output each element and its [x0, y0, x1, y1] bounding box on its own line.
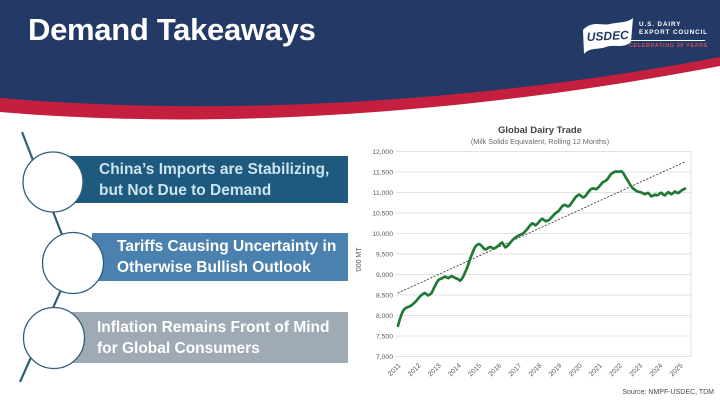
x-tick-label: 2016	[487, 362, 503, 378]
y-tick-label: 10,500	[372, 210, 393, 217]
y-tick-label: 10,000	[372, 231, 393, 238]
y-tick-label: 9,000	[376, 272, 393, 279]
header-navy-band	[0, 0, 720, 107]
chart-y-axis-label: '000 MT	[356, 247, 363, 273]
global-dairy-trade-chart: Global Dairy Trade (Milk Solids Equivale…	[350, 110, 720, 405]
y-tick-label: 8,000	[376, 313, 393, 320]
takeaway-text-1: China’s Imports are Stabilizing, but Not…	[99, 160, 330, 199]
usdec-acronym: USDEC	[586, 28, 629, 44]
y-tick-label: 11,000	[373, 190, 394, 197]
x-tick-label: 2015	[467, 362, 483, 378]
x-tick-label: 2023	[628, 362, 644, 378]
logo-org-line2: EXPORT COUNCIL	[639, 29, 708, 36]
takeaway-box-tariffs: Tariffs Causing Uncertainty in Otherwise…	[92, 233, 348, 281]
y-tick-label: 8,500	[376, 292, 393, 299]
logo-org-block: U.S. DAIRY EXPORT COUNCIL CELEBRATING 30…	[629, 21, 708, 49]
chart-source: Source: NMPF-USDEC, TDM	[622, 389, 714, 396]
takeaway-box-china: China’s Imports are Stabilizing, but Not…	[60, 156, 348, 203]
trendline	[397, 160, 687, 294]
x-tick-label: 2011	[387, 362, 402, 377]
logo-divider	[629, 40, 705, 41]
chart-title: Global Dairy Trade	[498, 125, 582, 136]
y-tick-label: 11,500	[373, 169, 394, 176]
usdec-logo: USDEC U.S. DAIRY EXPORT COUNCIL CELEBRAT…	[582, 17, 708, 55]
takeaway-text-3: Inflation Remains Front of Mind for Glob…	[97, 318, 330, 357]
chart-subtitle: (Milk Solids Equivalent, Rolling 12 Mont…	[471, 137, 609, 146]
logo-tagline: CELEBRATING 30 YEARS	[629, 43, 708, 49]
x-tick-label: 2024	[649, 362, 665, 378]
header-background	[0, 0, 720, 120]
chart-plot-area: 7,000 7,500 8,000 8,500 9,000 9,500 10,000 10,5…	[372, 149, 692, 378]
x-tick-label: 2017	[508, 362, 524, 378]
x-tick-label: 2014	[447, 362, 463, 378]
flag-shape	[583, 18, 633, 54]
slide-title: Demand Takeaways	[28, 12, 316, 47]
series-line	[396, 169, 687, 328]
x-tick-label: 2025	[669, 362, 685, 378]
usdec-flag-icon: USDEC	[583, 18, 633, 54]
x-tick-label: 2021	[588, 362, 604, 378]
y-tick-label: 12,000	[372, 149, 393, 156]
x-tick-label: 2018	[528, 362, 544, 378]
y-tick-label: 7,000	[376, 354, 393, 361]
y-tick-label: 9,500	[376, 251, 393, 258]
takeaway-text-2: Tariffs Causing Uncertainty in Otherwise…	[117, 238, 337, 276]
x-tick-label: 2019	[548, 362, 564, 378]
y-tick-label: 7,500	[376, 333, 393, 340]
x-tick-label: 2020	[568, 362, 584, 378]
x-tick-label: 2013	[427, 362, 443, 378]
takeaway-box-inflation: Inflation Remains Front of Mind for Glob…	[62, 312, 348, 363]
logo-org-line1: U.S. DAIRY	[639, 21, 682, 28]
chart-svg: Global Dairy Trade (Milk Solids Equivale…	[356, 125, 714, 396]
x-tick-label: 2012	[407, 362, 423, 378]
x-tick-label: 2022	[608, 362, 624, 378]
